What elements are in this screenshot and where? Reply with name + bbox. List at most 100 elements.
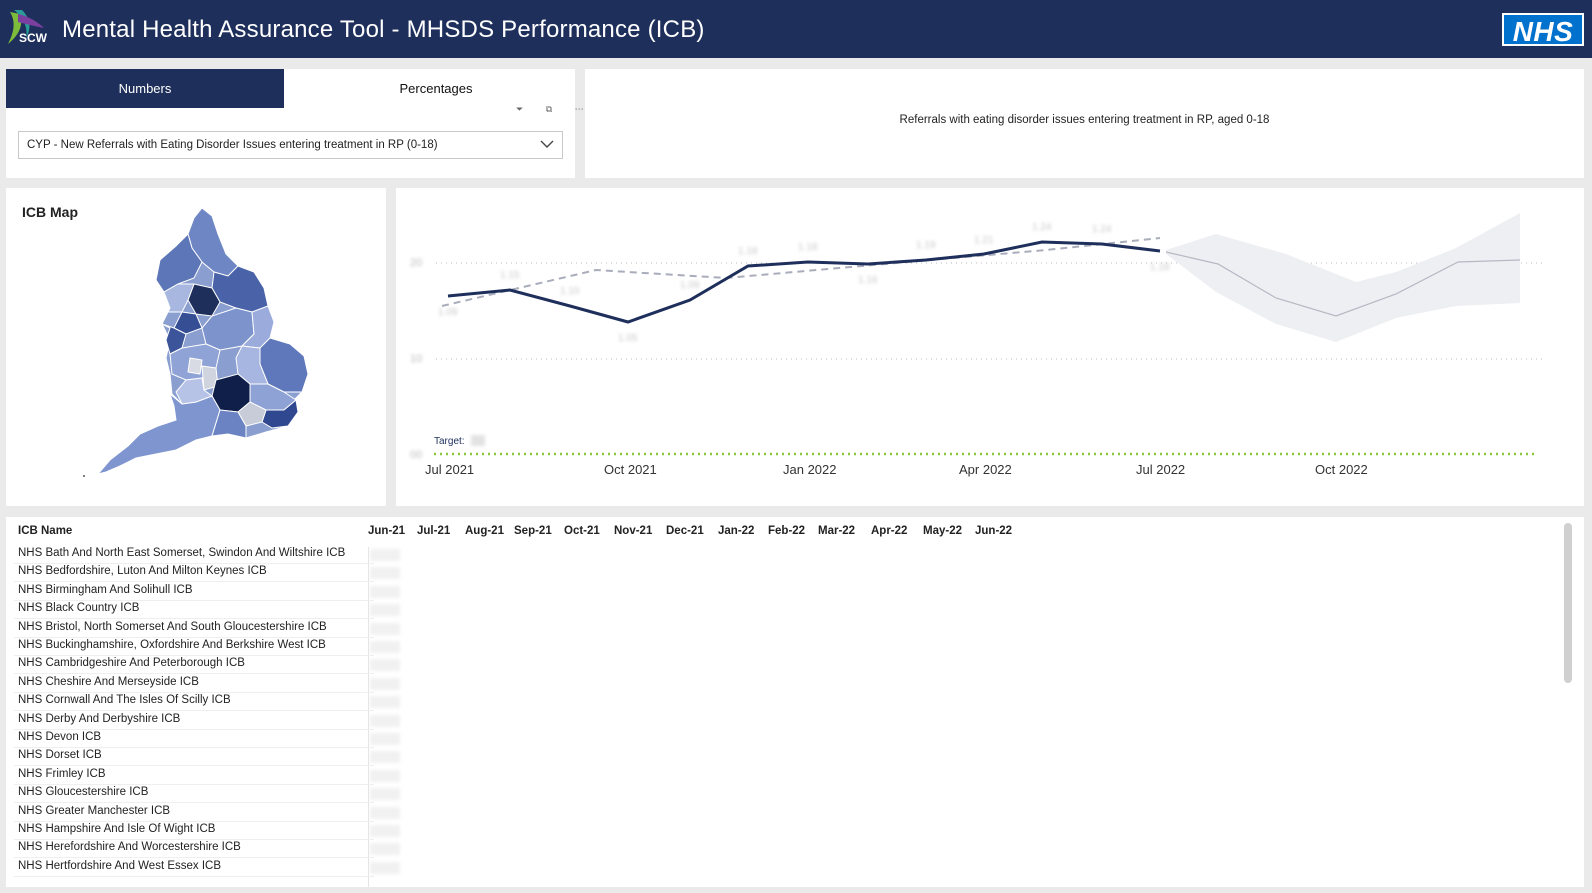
table-cell-redacted: [516, 696, 546, 708]
table-cell-redacted: [770, 623, 800, 635]
column-header-month[interactable]: Oct-21: [564, 525, 600, 537]
table-cell-redacted: [566, 659, 596, 671]
table-cell-redacted: [616, 715, 646, 727]
scw-logo: [8, 10, 44, 44]
table-cell-redacted: [925, 641, 955, 653]
table-cell-redacted: [668, 623, 698, 635]
table-cell-redacted: [720, 751, 750, 763]
england-icb-map[interactable]: [6, 188, 386, 506]
trend-chart[interactable]: 20 10 00 1.09 1.15 1.10 1.05 1.09 1.18 1…: [396, 188, 1584, 506]
table-cell-redacted: [467, 733, 497, 745]
column-header-month[interactable]: Feb-22: [768, 525, 806, 537]
table-cell-redacted: [668, 586, 698, 598]
table-cell-redacted: [770, 549, 800, 561]
table-cell-redacted: [566, 586, 596, 598]
trend-line: [441, 237, 1161, 307]
table-cell-redacted: [873, 843, 903, 855]
column-header-month[interactable]: Dec-21: [666, 525, 704, 537]
table-cell-redacted: [467, 825, 497, 837]
table-cell-redacted: [566, 843, 596, 855]
table-cell-redacted: [873, 770, 903, 782]
table-cell-redacted: [566, 696, 596, 708]
chevron-down-icon[interactable]: [540, 139, 554, 149]
table-cell-redacted: [770, 788, 800, 800]
table-cell-redacted: [770, 843, 800, 855]
column-header-month[interactable]: Jul-21: [417, 525, 451, 537]
table-cell-redacted: [873, 751, 903, 763]
column-header-month[interactable]: Jun-22: [975, 525, 1013, 537]
table-cell-redacted: [419, 696, 449, 708]
table-cell-redacted: [720, 623, 750, 635]
table-cell-redacted: [925, 715, 955, 727]
y-tick: 00: [410, 449, 422, 461]
column-header-icb-name[interactable]: ICB Name: [18, 525, 73, 537]
page-title: Mental Health Assurance Tool - MHSDS Per…: [62, 16, 705, 43]
table-cell-redacted: [668, 659, 698, 671]
table-cell-redacted: [820, 807, 850, 819]
table-cell-redacted: [616, 586, 646, 598]
table-cell-redacted: [873, 807, 903, 819]
table-cell-redacted: [516, 549, 546, 561]
table-cell-redacted: [720, 604, 750, 616]
table-cell-redacted: [370, 622, 400, 635]
table-cell-redacted: [467, 604, 497, 616]
table-cell-redacted: [977, 696, 1007, 708]
column-header-month[interactable]: Sep-21: [514, 525, 552, 537]
table-cell-redacted: [566, 678, 596, 690]
column-header-month[interactable]: Aug-21: [465, 525, 504, 537]
row-separator: [14, 655, 374, 656]
table-cell-redacted: [820, 678, 850, 690]
app-header: SCW Mental Health Assurance Tool - MHSDS…: [0, 0, 1592, 58]
percentages-button[interactable]: Percentages: [297, 69, 575, 108]
numbers-button[interactable]: Numbers: [6, 69, 284, 108]
table-cell-redacted: [616, 733, 646, 745]
table-cell-redacted: [977, 659, 1007, 671]
table-cell-redacted: [925, 678, 955, 690]
table-cell-redacted: [977, 788, 1007, 800]
column-header-month[interactable]: May-22: [923, 525, 962, 537]
table-cell-redacted: [668, 567, 698, 579]
table-cell-redacted: [370, 825, 400, 837]
table-row-name: NHS Greater Manchester ICB: [18, 804, 171, 817]
table-cell-redacted: [925, 843, 955, 855]
table-cell-redacted: [925, 770, 955, 782]
target-value-blur: [471, 435, 485, 446]
table-row-name: NHS Bristol, North Somerset And South Gl…: [18, 620, 327, 633]
table-cell-redacted: [370, 677, 400, 690]
row-separator: [14, 728, 374, 730]
column-header-month[interactable]: Jan-22: [718, 525, 755, 537]
table-cell-redacted: [770, 715, 800, 727]
table-cell-redacted: [925, 825, 955, 837]
table-cell-redacted: [925, 807, 955, 819]
table-cell-redacted: [616, 604, 646, 616]
measure-description: Referrals with eating disorder issues en…: [899, 114, 1270, 126]
map-title: ICB Map: [22, 204, 78, 220]
table-row-name: NHS Dorset ICB: [18, 749, 102, 762]
table-cell-redacted: [820, 549, 850, 561]
table-cell-redacted: [566, 567, 596, 579]
forecast-band: [1166, 213, 1520, 342]
column-header-month[interactable]: Nov-21: [614, 525, 653, 537]
table-cell-redacted: [770, 604, 800, 616]
table-cell-redacted: [720, 733, 750, 745]
y-axis-ticks: 20 10 00: [410, 257, 422, 461]
table-cell-redacted: [566, 807, 596, 819]
table-cell-redacted: [977, 623, 1007, 635]
row-separator: [14, 581, 374, 583]
row-separator: [14, 765, 374, 767]
column-header-month[interactable]: Apr-22: [871, 525, 908, 537]
table-cell-redacted: [977, 641, 1007, 653]
table-cell-redacted: [668, 807, 698, 819]
table-cell-redacted: [370, 714, 400, 727]
column-header-month[interactable]: Mar-22: [818, 525, 856, 537]
x-tick-label: Apr 2022: [959, 462, 1012, 477]
table-cell-redacted: [516, 604, 546, 616]
data-label: 1.18: [1150, 262, 1170, 273]
visual-header-icons[interactable]: ⏷ ⧉ ⋯: [516, 104, 594, 114]
measure-select-value: CYP - New Referrals with Eating Disorder…: [27, 139, 438, 151]
table-row-name: NHS Derby And Derbyshire ICB: [18, 712, 181, 725]
measure-select[interactable]: CYP - New Referrals with Eating Disorder…: [18, 131, 563, 159]
table-cell-redacted: [770, 641, 800, 653]
vertical-scrollbar[interactable]: [1564, 523, 1572, 683]
column-header-month[interactable]: Jun-21: [368, 525, 406, 537]
